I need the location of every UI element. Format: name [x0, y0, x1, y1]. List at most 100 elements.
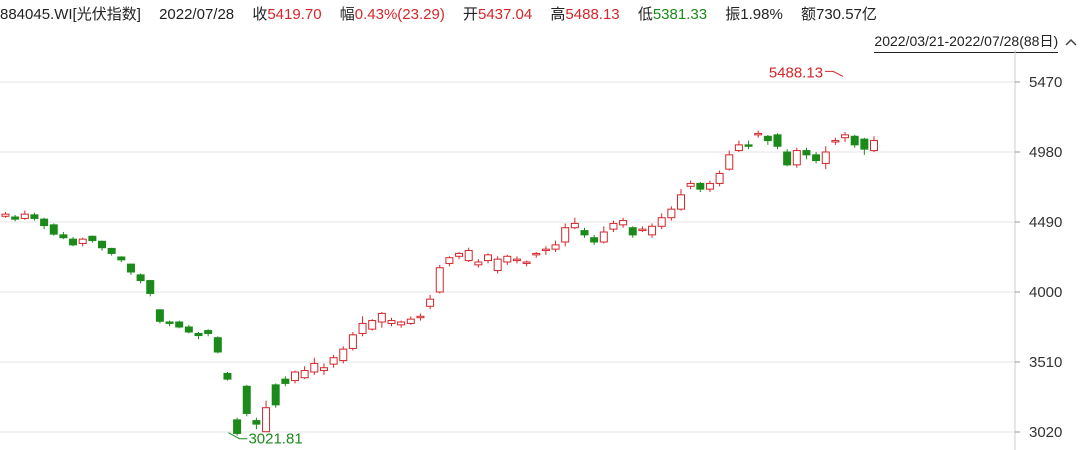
- candle: [870, 136, 878, 152]
- low-value: 5381.33: [652, 6, 708, 23]
- candle-body: [69, 238, 78, 246]
- y-tick-label: 3510: [1029, 354, 1062, 371]
- candle-body: [783, 151, 792, 166]
- candle: [609, 220, 618, 232]
- candle: [503, 254, 512, 265]
- candle: [107, 247, 116, 256]
- candle-body: [11, 216, 20, 220]
- candle: [455, 252, 464, 260]
- candle: [638, 226, 647, 232]
- candle: [329, 354, 338, 368]
- y-axis: 3020 3510 4000 4490 4980 5470: [1014, 50, 1062, 450]
- candle-body: [638, 228, 647, 232]
- candle-body: [435, 267, 444, 293]
- low-annotation-label: 3021.81: [248, 431, 302, 448]
- candle: [628, 226, 637, 238]
- candle: [657, 213, 666, 230]
- candle: [310, 357, 319, 375]
- candle: [667, 206, 676, 221]
- candle: [175, 320, 184, 329]
- candle-body: [821, 151, 830, 164]
- candle-body: [532, 252, 541, 256]
- quote-header: 884045.WI[光伏指数] 2022/07/28 收5419.70 幅0.4…: [0, 0, 1080, 30]
- candle: [532, 252, 541, 258]
- candle: [194, 332, 203, 340]
- candle-body: [464, 250, 473, 262]
- open-value: 5437.04: [478, 6, 533, 23]
- candle-body: [541, 248, 550, 252]
- candle: [677, 189, 685, 211]
- candle-body: [812, 154, 821, 162]
- candle-body: [1, 213, 10, 217]
- y-tick-label: 3020: [1029, 424, 1062, 441]
- candle-body: [522, 261, 531, 264]
- candle-body: [773, 134, 782, 147]
- candle-body: [677, 194, 685, 210]
- candle: [850, 134, 859, 148]
- candle: [445, 256, 454, 267]
- candle: [319, 363, 328, 375]
- candle: [590, 234, 599, 245]
- candle-body: [377, 312, 386, 323]
- candle: [78, 237, 87, 247]
- candle: [561, 223, 570, 247]
- candle-body: [281, 378, 290, 384]
- candle: [271, 383, 280, 408]
- candle-body: [850, 135, 859, 146]
- candle-body: [107, 247, 116, 254]
- candle: [252, 417, 261, 430]
- amount-value: 730.57亿: [816, 6, 877, 23]
- candle: [126, 263, 135, 275]
- annotation-leader: [228, 432, 248, 440]
- candle-body: [831, 140, 840, 143]
- candle: [11, 214, 20, 222]
- candle: [69, 237, 78, 247]
- candle-body: [184, 326, 193, 333]
- candle-body: [387, 320, 396, 324]
- candle: [416, 313, 425, 321]
- open-label: 开: [462, 6, 478, 23]
- candle: [20, 210, 29, 220]
- candle-body: [204, 330, 213, 334]
- candle-body: [445, 257, 454, 264]
- candle-body: [667, 208, 676, 219]
- chevron-up-icon[interactable]: [1062, 30, 1080, 52]
- y-tick-label: 5470: [1029, 74, 1062, 91]
- candle: [580, 227, 589, 238]
- candle-body: [493, 258, 502, 272]
- candle: [715, 170, 724, 187]
- candle: [59, 232, 68, 240]
- symbol-label: 884045.WI[光伏指数]: [0, 6, 141, 23]
- candle: [619, 217, 628, 228]
- candle: [146, 279, 155, 297]
- candle-body: [262, 407, 271, 433]
- high-value: 5488.13: [565, 6, 620, 23]
- date-range-selector[interactable]: 2022/03/21-2022/07/28(88日): [874, 30, 1080, 53]
- candle: [117, 256, 126, 262]
- candle: [522, 260, 531, 267]
- candle: [1, 212, 10, 218]
- candle: [88, 235, 97, 243]
- date-label: 2022/07/28: [159, 6, 235, 23]
- candle-body: [763, 135, 772, 142]
- candle-body: [30, 214, 39, 219]
- candle-body: [271, 384, 280, 406]
- candle-body: [88, 235, 97, 242]
- candle: [426, 294, 435, 310]
- candle-body: [484, 254, 492, 262]
- candle-body: [49, 224, 58, 235]
- candle: [734, 140, 743, 152]
- candle: [136, 273, 145, 284]
- candle-body: [78, 238, 87, 244]
- date-range-text[interactable]: 2022/03/21-2022/07/28(88日): [874, 30, 1059, 53]
- candle-body: [744, 144, 753, 147]
- candle: [368, 319, 377, 331]
- candle: [98, 240, 106, 251]
- candle-body: [754, 132, 763, 136]
- close-value: 5419.70: [267, 6, 322, 23]
- candle-body: [802, 150, 811, 156]
- amplitude-label: 振: [725, 6, 741, 23]
- candle-body: [657, 217, 666, 227]
- change-label: 幅: [339, 6, 355, 23]
